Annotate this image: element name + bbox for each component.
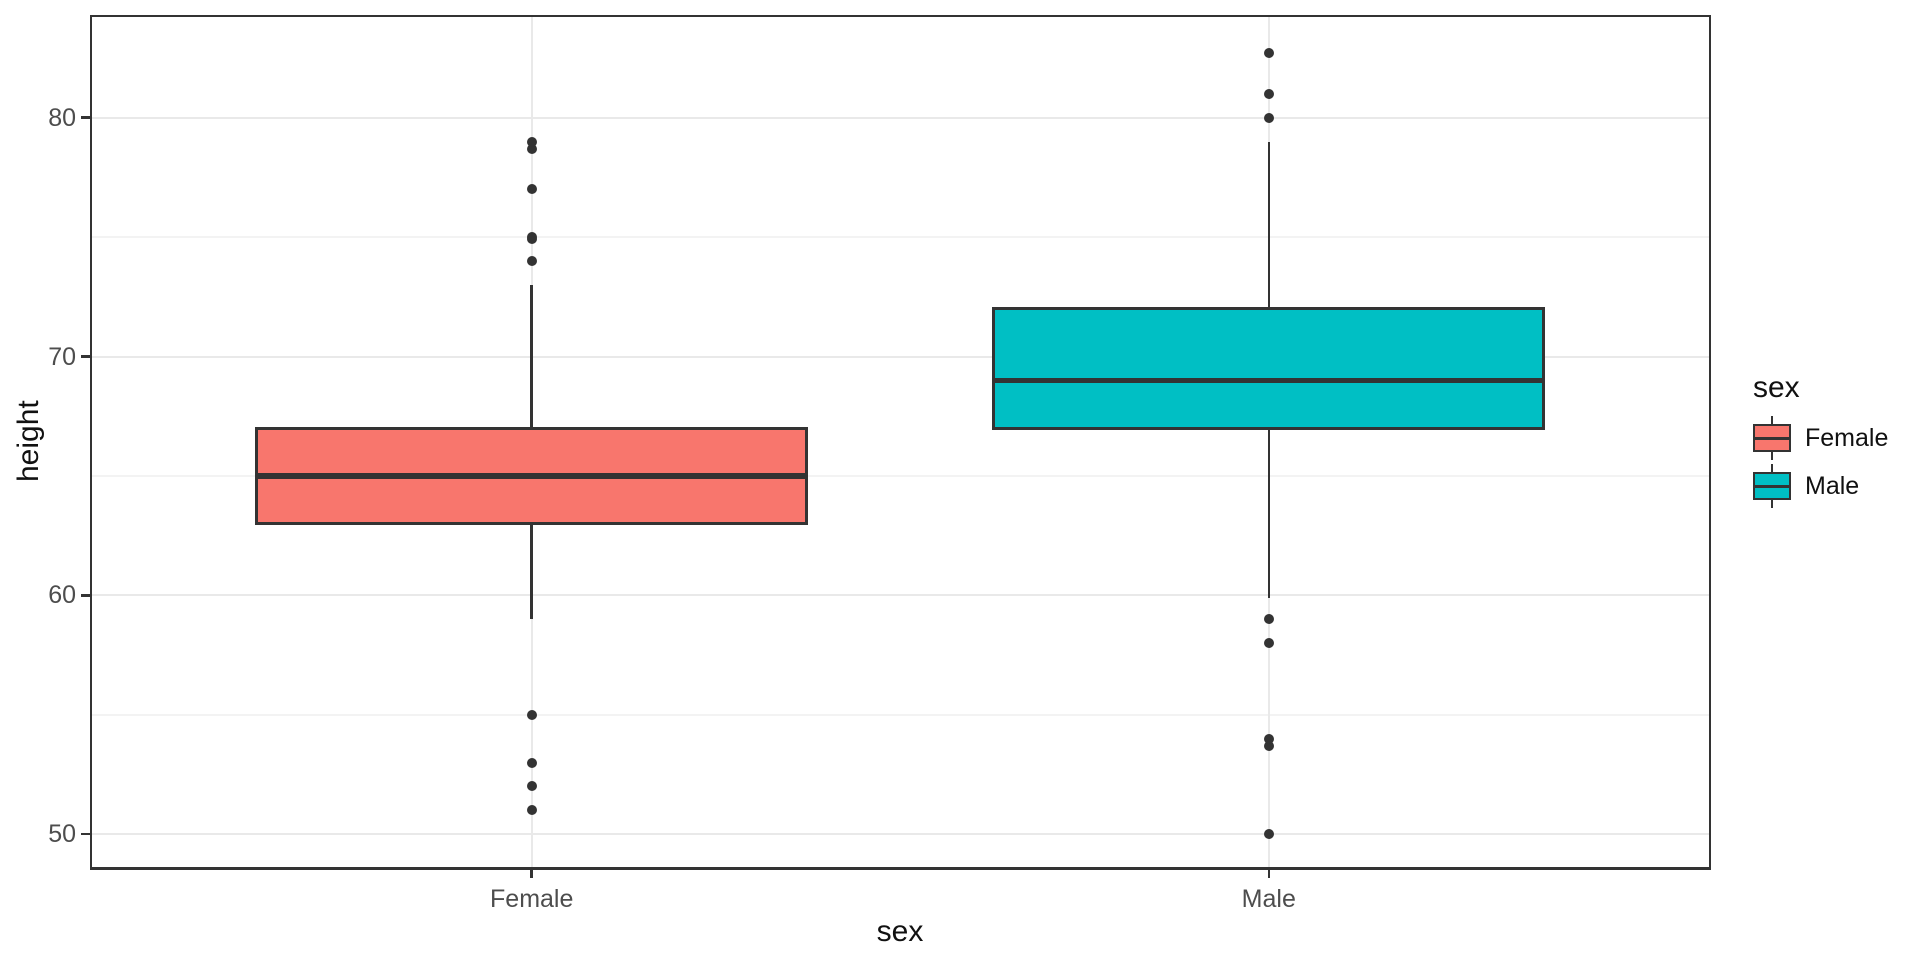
y-tick-label: 50	[48, 820, 76, 849]
outlier-dot	[526, 232, 537, 243]
whisker-upper-line-female	[530, 284, 533, 429]
outlier-dot	[1263, 48, 1274, 59]
legend-entry: Female	[1753, 416, 1919, 460]
legend-key-median	[1753, 436, 1791, 440]
median-line-female	[255, 473, 809, 479]
y-tick-label: 80	[48, 103, 76, 132]
outlier-dot	[1263, 733, 1274, 744]
outlier-dot	[1263, 614, 1274, 625]
x-tick-mark	[530, 870, 533, 878]
y-grid-major-line	[89, 355, 1711, 358]
y-tick-mark	[81, 355, 90, 358]
y-grid-minor-line	[89, 236, 1711, 238]
legend-title: sex	[1753, 371, 1800, 404]
outlier-dot	[1263, 740, 1274, 751]
y-tick-label: 70	[48, 342, 76, 371]
legend-key-boxplot-icon	[1753, 464, 1791, 508]
y-grid-major-line	[89, 594, 1711, 597]
y-grid-minor-line	[89, 714, 1711, 716]
outlier-dot	[1263, 88, 1274, 99]
x-axis-title: sex	[876, 915, 924, 948]
legend-key-boxplot-icon	[1753, 416, 1791, 460]
legend-entry: Male	[1753, 464, 1919, 508]
legend-entry-label: Female	[1805, 423, 1889, 452]
whisker-lower-line-female	[530, 523, 533, 620]
x-tick-label: Female	[490, 885, 574, 913]
median-line-male	[992, 377, 1546, 384]
legend-entries: Female Male	[1753, 416, 1919, 508]
legend-key-median	[1753, 484, 1791, 488]
outlier-dot	[526, 255, 537, 266]
y-grid-major-line	[89, 116, 1711, 119]
y-axis-title: height	[12, 400, 45, 482]
whisker-upper-line-male	[1267, 141, 1271, 309]
outlier-dot	[1263, 638, 1274, 649]
x-tick-label: Male	[1241, 885, 1296, 913]
outlier-dot	[526, 136, 537, 147]
whisker-lower-line-male	[1267, 428, 1271, 598]
outlier-dot	[526, 143, 537, 154]
y-tick-mark	[81, 832, 90, 836]
outlier-dot	[526, 709, 537, 720]
legend-entry-label: Male	[1805, 471, 1860, 500]
outlier-dot	[1263, 829, 1274, 840]
plot-panel	[89, 15, 1711, 870]
x-tick-mark	[1267, 870, 1271, 878]
outlier-dot	[526, 781, 537, 792]
y-grid-minor-line	[89, 475, 1711, 477]
outlier-dot	[526, 757, 537, 768]
y-tick-label: 60	[48, 581, 76, 610]
outlier-dot	[526, 805, 537, 816]
y-tick-mark	[81, 116, 90, 119]
legend: sex Female Male	[1753, 370, 1919, 512]
box-rect-male	[992, 307, 1546, 430]
outlier-dot	[526, 184, 537, 195]
y-tick-mark	[81, 594, 90, 597]
outlier-dot	[1263, 112, 1274, 123]
y-grid-major-line	[89, 833, 1711, 836]
